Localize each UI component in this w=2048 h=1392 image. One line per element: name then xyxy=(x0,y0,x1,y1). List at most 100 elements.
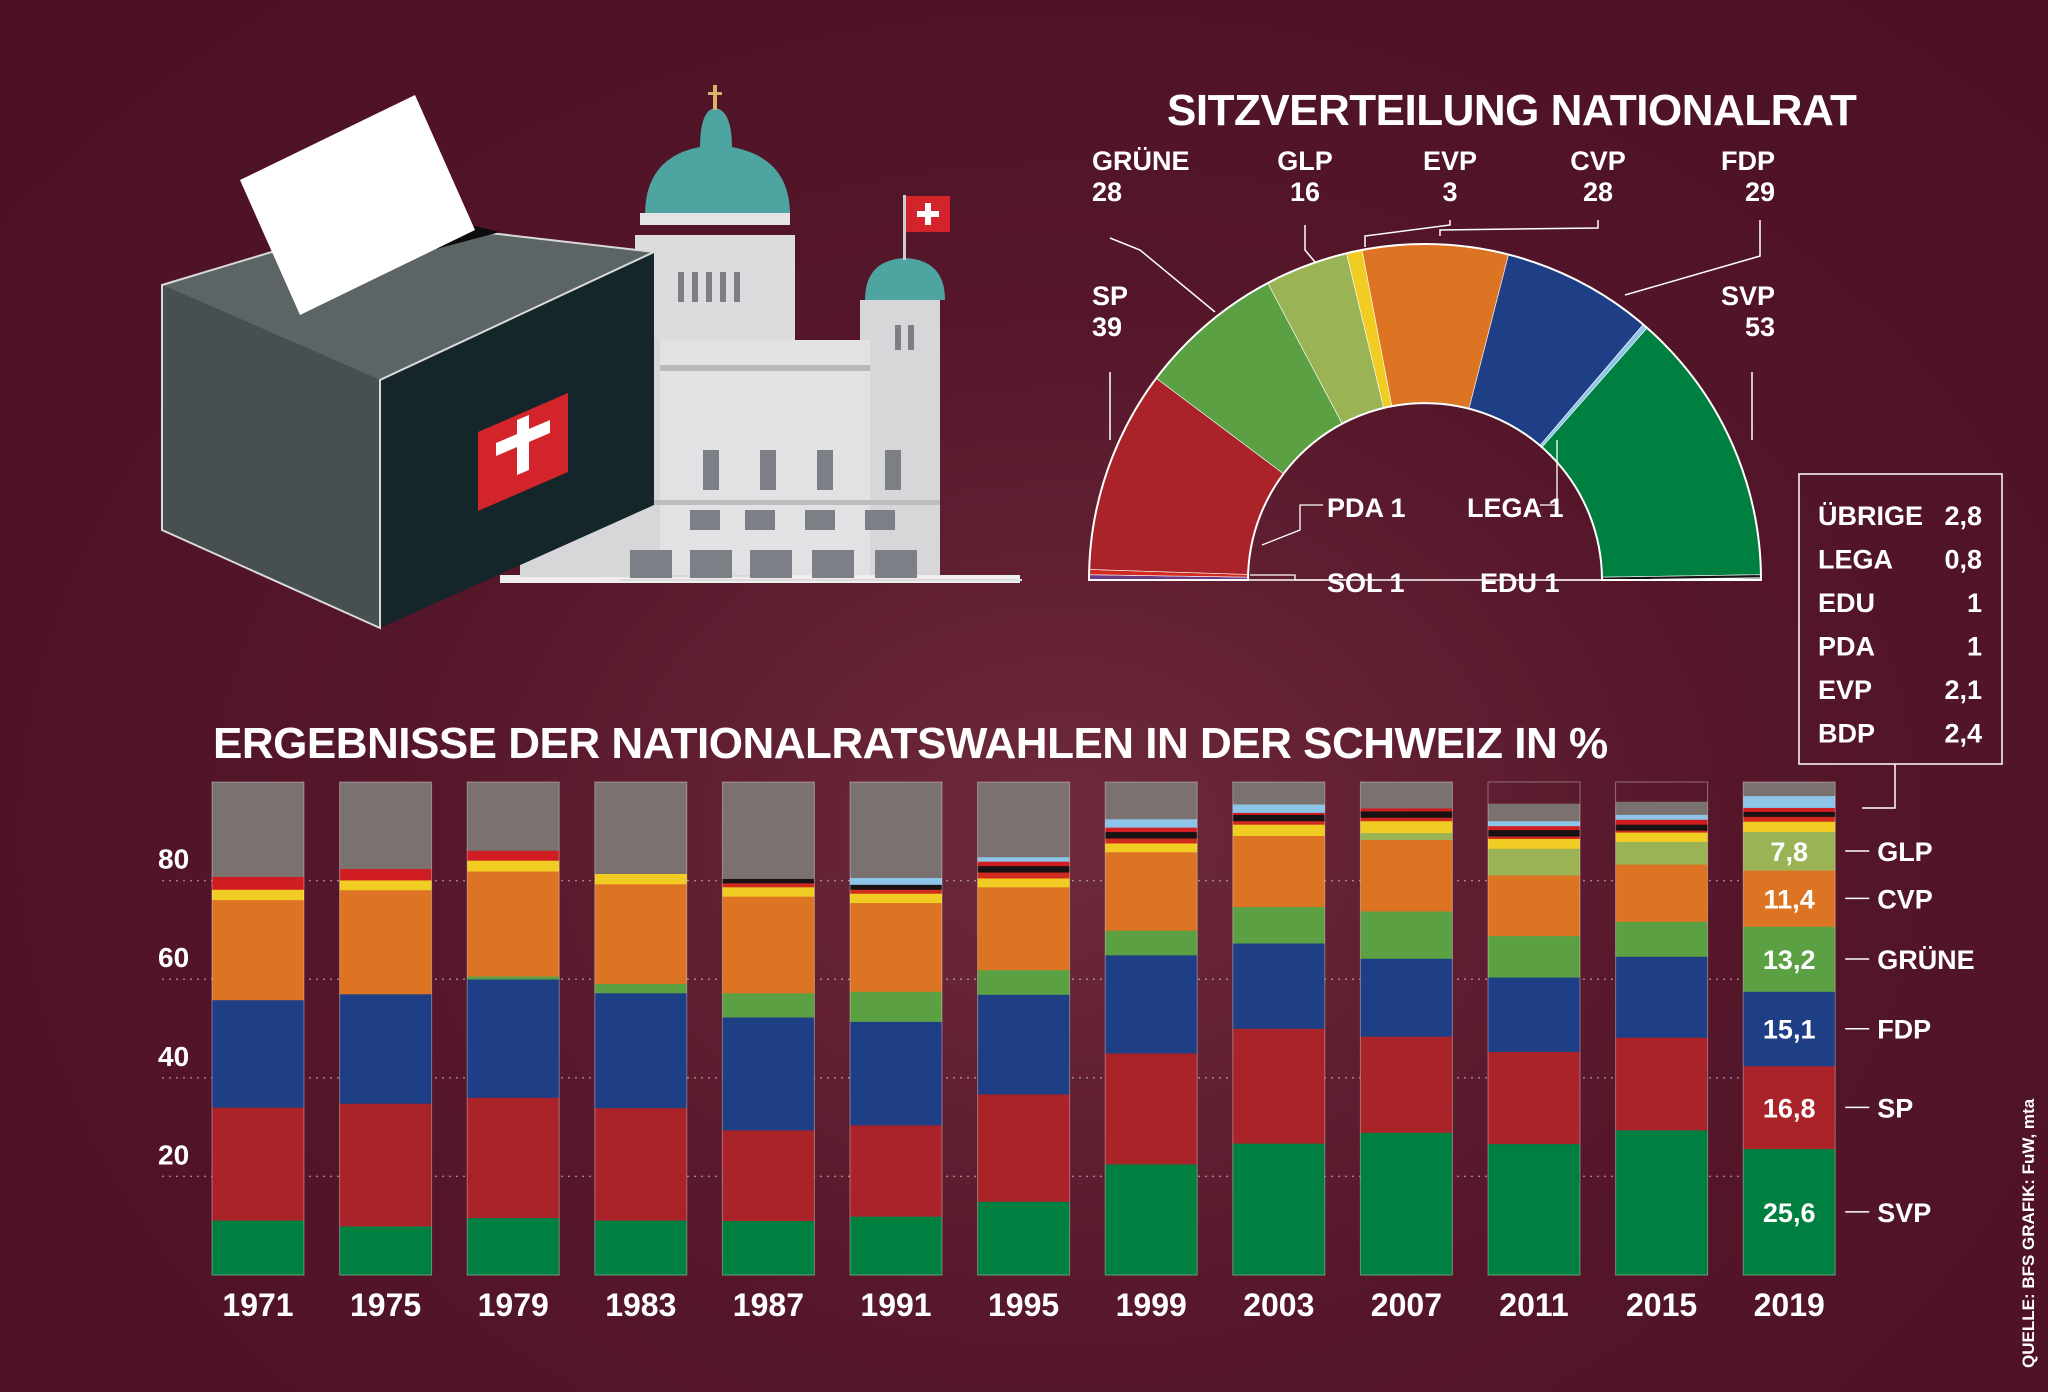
bar-1995 xyxy=(977,781,1071,1276)
bar-segment-gruene xyxy=(594,983,687,994)
x-tick-label: 1987 xyxy=(733,1287,804,1323)
bar-segment-edu xyxy=(1232,814,1325,822)
bar-segment-svp xyxy=(1615,1130,1708,1276)
bar-segment-sp xyxy=(594,1107,687,1221)
bar-segment-bdp xyxy=(1743,795,1836,808)
bar-segment-fdp xyxy=(339,993,432,1104)
x-tick-label: 2019 xyxy=(1754,1287,1825,1323)
bar-segment-fdp xyxy=(1615,956,1708,1038)
bar-segment-lega xyxy=(467,850,560,861)
bar-segment-lega xyxy=(212,876,304,890)
bar-segment-cvp xyxy=(212,899,304,1001)
bar-segment-fdp xyxy=(1743,991,1836,1067)
bar-value-label-glp: 7,8 xyxy=(1770,837,1808,867)
bar-segment-pda xyxy=(1615,830,1708,833)
bar-segment-svp xyxy=(1488,1143,1580,1276)
bar-segment-sp xyxy=(212,1107,304,1221)
seat-label-fdp: FDP xyxy=(1721,146,1775,176)
bar-segment-other xyxy=(1105,782,1198,820)
bar-2007 xyxy=(1359,781,1453,1276)
bar-segment-fdp xyxy=(1360,958,1453,1037)
other-box-value-edu: 1 xyxy=(1967,588,1982,618)
bar-segment-gruene xyxy=(1232,906,1325,944)
bar-segment-evp xyxy=(850,893,942,904)
legend-label-cvp: CVP xyxy=(1877,884,1933,914)
bar-segment-edu xyxy=(1360,811,1453,818)
bar-segment-other xyxy=(722,782,815,879)
seat-label-gruene: GRÜNE xyxy=(1092,146,1190,176)
bar-segment-pda xyxy=(850,889,942,894)
bar-segment-svp xyxy=(850,1216,942,1276)
bar-segment-sp xyxy=(850,1125,942,1217)
other-box-value-pda: 1 xyxy=(1967,632,1982,662)
bar-segment-cvp xyxy=(722,896,815,994)
bar-1991 xyxy=(849,781,943,1276)
bar-value-label-gruene: 13,2 xyxy=(1763,945,1816,975)
bar-segment-cvp xyxy=(467,871,560,977)
other-box-label-bdp: BDP xyxy=(1818,719,1875,749)
bar-segment-svp xyxy=(1360,1132,1453,1276)
x-tick-label: 1995 xyxy=(988,1287,1059,1323)
ballot-box-illustration xyxy=(161,95,658,630)
bar-segment-sp xyxy=(467,1097,560,1219)
bar-segment-lega xyxy=(1232,812,1325,815)
seat-value-svp: 53 xyxy=(1745,312,1775,342)
bar-segment-sp xyxy=(977,1094,1070,1202)
bar-segment-fdp xyxy=(1105,955,1198,1054)
bar-1975 xyxy=(339,781,433,1276)
bar-segment-sp xyxy=(1232,1028,1325,1144)
bar-segment-cvp xyxy=(850,902,942,992)
x-tick-label: 1971 xyxy=(222,1287,293,1323)
bar-segment-cvp xyxy=(1105,852,1198,931)
bar-segment-svp xyxy=(1232,1143,1325,1276)
bar-segment-gruene xyxy=(722,993,815,1018)
bar-segment-edu xyxy=(1743,811,1836,817)
bar-value-label-cvp: 11,4 xyxy=(1764,884,1815,914)
x-tick-label: 1979 xyxy=(478,1287,549,1323)
bar-segment-sp xyxy=(1488,1051,1580,1145)
seat-value-sp: 39 xyxy=(1092,312,1122,342)
bar-segment-gruene xyxy=(1615,921,1708,957)
y-tick-label: 60 xyxy=(158,942,189,973)
bar-segment-fdp xyxy=(594,993,687,1109)
seat-value-glp: 16 xyxy=(1290,177,1320,207)
bar-segment-pda xyxy=(1360,817,1453,822)
legend-label-glp: GLP xyxy=(1877,837,1933,867)
bar-segment-svp xyxy=(1105,1164,1198,1276)
bar-segment-gruene xyxy=(1743,926,1836,992)
x-tick-label: 2003 xyxy=(1243,1287,1314,1323)
bar-segment-gruene xyxy=(977,969,1070,995)
bar-segment-edu xyxy=(1488,829,1580,837)
ballot-paper xyxy=(240,95,475,315)
results-chart-title: ERGEBNISSE DER NATIONALRATSWAHLEN IN DER… xyxy=(213,719,1608,768)
legend-label-sp: SP xyxy=(1877,1093,1913,1123)
bar-segment-bdp xyxy=(1232,804,1325,813)
bar-value-label-svp: 25,6 xyxy=(1763,1198,1816,1228)
bar-segment-fdp xyxy=(850,1021,942,1126)
x-tick-label: 1975 xyxy=(350,1287,421,1323)
other-box-value-evp: 2,1 xyxy=(1944,675,1982,705)
bar-segment-glp xyxy=(1615,841,1708,865)
bar-segment-pda xyxy=(722,883,815,888)
bar-segment-evp xyxy=(594,873,687,885)
y-tick-label: 20 xyxy=(158,1139,189,1170)
seat-small-label-lega: LEGA 1 xyxy=(1467,493,1564,523)
y-tick-label: 40 xyxy=(158,1041,189,1072)
legend-label-gruene: GRÜNE xyxy=(1877,945,1975,975)
bar-segment-sp xyxy=(1743,1065,1836,1150)
bar-segment-evp xyxy=(212,889,304,901)
bar-value-label-fdp: 15,1 xyxy=(1763,1015,1816,1045)
bar-segment-bdp xyxy=(850,877,942,885)
seat-label-glp: GLP xyxy=(1277,146,1333,176)
bar-segment-cvp xyxy=(594,884,687,984)
seat-label-svp: SVP xyxy=(1721,281,1775,311)
bar-segment-pda xyxy=(977,872,1070,879)
other-box-label-edu: EDU xyxy=(1818,588,1875,618)
source-credit: QUELLE: BFS GRAFIK: FuW, mta xyxy=(2019,1098,2038,1368)
bar-segment-evp xyxy=(1615,832,1708,842)
bar-segment-sp xyxy=(1105,1053,1198,1165)
x-tick-label: 2011 xyxy=(1499,1287,1568,1323)
legend-label-fdp: FDP xyxy=(1877,1015,1931,1045)
